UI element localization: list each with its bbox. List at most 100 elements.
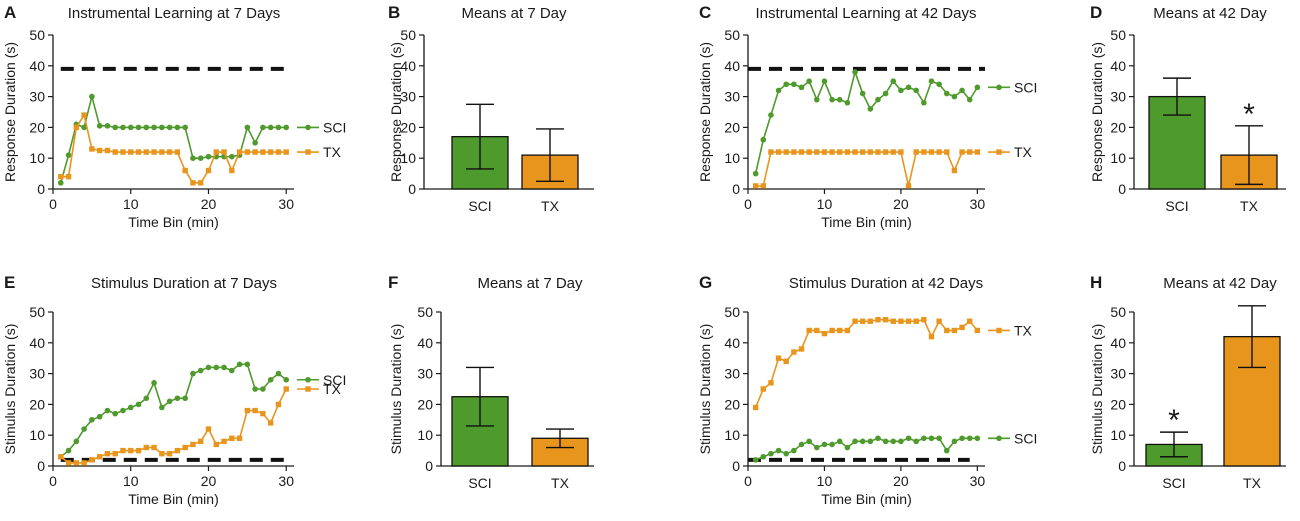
y-tick-label: 40 xyxy=(417,335,433,351)
y-tick-label: 30 xyxy=(1110,366,1126,382)
data-point-tx xyxy=(283,149,289,155)
data-point-sci xyxy=(913,87,919,94)
data-point-tx xyxy=(951,167,958,174)
data-point-sci xyxy=(859,90,866,97)
x-tick-label: 0 xyxy=(49,196,57,212)
panel-title: Means at 42 Day xyxy=(1163,275,1277,292)
y-tick-label: 10 xyxy=(417,427,433,443)
data-point-sci xyxy=(89,417,95,423)
data-point-sci xyxy=(283,124,290,131)
data-point-tx xyxy=(151,444,157,451)
data-point-sci xyxy=(96,123,103,129)
data-point-tx xyxy=(267,149,274,155)
data-point-tx xyxy=(151,149,157,155)
x-tick-label: 0 xyxy=(49,473,57,489)
data-point-tx xyxy=(135,447,142,454)
data-point-tx xyxy=(104,450,111,457)
data-point-sci xyxy=(882,438,889,445)
data-point-tx xyxy=(112,450,118,457)
y-tick-label: 30 xyxy=(29,89,45,105)
data-point-sci xyxy=(65,152,72,158)
y-tick-label: 20 xyxy=(1110,396,1126,412)
panel-c: C Instrumental Learning at 42 Days 0 10 20 30… xyxy=(697,3,1037,230)
data-point-sci xyxy=(798,441,805,448)
data-point-tx xyxy=(882,317,889,323)
data-point-sci xyxy=(959,87,965,94)
data-point-sci xyxy=(252,140,258,146)
data-point-sci xyxy=(120,124,126,131)
y-tick-label: 30 xyxy=(400,89,416,105)
data-point-tx xyxy=(229,167,235,174)
data-point-tx xyxy=(260,149,266,155)
data-point-sci xyxy=(127,404,134,411)
x-tick-label: 10 xyxy=(123,473,139,489)
legend-marker-tx xyxy=(996,149,1002,155)
y-tick-label: 10 xyxy=(29,427,45,443)
y-tick-label: 30 xyxy=(29,366,45,382)
data-point-tx xyxy=(890,149,896,155)
data-point-sci xyxy=(182,124,188,131)
x-tick-label: 10 xyxy=(817,196,833,212)
data-point-sci xyxy=(959,435,965,442)
data-point-tx xyxy=(159,149,165,155)
data-point-sci xyxy=(283,376,290,383)
data-point-sci xyxy=(852,438,858,445)
data-point-sci xyxy=(890,78,897,84)
data-point-sci xyxy=(252,386,258,392)
data-point-sci xyxy=(867,106,874,112)
data-point-sci xyxy=(96,413,103,420)
data-point-tx xyxy=(944,327,950,334)
panel-title: Instrumental Learning at 42 Days xyxy=(756,5,977,22)
x-tick-label: 30 xyxy=(970,196,986,212)
data-point-sci xyxy=(836,438,843,445)
data-point-sci xyxy=(898,87,904,94)
data-point-tx xyxy=(73,460,80,466)
data-point-tx xyxy=(190,441,196,448)
legend-label-tx: TX xyxy=(1014,144,1033,160)
data-point-sci xyxy=(852,69,858,75)
data-point-sci xyxy=(905,84,912,91)
data-point-tx xyxy=(921,149,927,155)
data-point-tx xyxy=(752,404,759,411)
y-axis-label: Response Duration (s) xyxy=(1089,42,1105,182)
data-point-tx xyxy=(198,180,204,186)
data-point-sci xyxy=(768,112,774,118)
data-point-tx xyxy=(867,149,874,155)
data-point-sci xyxy=(867,438,874,445)
data-point-tx xyxy=(128,149,134,155)
x-axis-label: Time Bin (min) xyxy=(821,491,912,507)
y-tick-label: 0 xyxy=(37,458,45,474)
data-point-tx xyxy=(182,444,188,451)
data-point-tx xyxy=(814,327,820,334)
data-point-tx xyxy=(967,318,973,324)
y-axis-label: Stimulus Duration (s) xyxy=(2,324,18,455)
y-tick-label: 40 xyxy=(29,58,45,74)
y-tick-label: 0 xyxy=(732,181,740,197)
data-point-sci xyxy=(275,124,282,131)
y-axis-label: Stimulus Duration (s) xyxy=(1089,324,1105,455)
x-tick-label: 0 xyxy=(744,473,752,489)
data-point-tx xyxy=(913,149,919,155)
y-tick-label: 10 xyxy=(1110,150,1126,166)
data-point-sci xyxy=(260,386,266,392)
data-point-tx xyxy=(190,180,196,186)
data-point-sci xyxy=(936,435,942,442)
y-tick-label: 20 xyxy=(417,396,433,412)
data-point-tx xyxy=(205,426,212,432)
data-point-sci xyxy=(760,453,767,460)
y-tick-label: 40 xyxy=(724,335,740,351)
data-point-sci xyxy=(73,438,80,445)
y-tick-label: 0 xyxy=(1118,181,1126,197)
data-point-tx xyxy=(73,124,80,131)
data-point-sci xyxy=(752,170,759,177)
data-point-tx xyxy=(135,149,142,155)
data-point-sci xyxy=(135,124,142,131)
y-tick-label: 10 xyxy=(724,427,740,443)
data-point-tx xyxy=(768,149,774,155)
data-point-tx xyxy=(760,183,766,189)
data-point-sci xyxy=(859,438,866,445)
data-point-tx xyxy=(798,149,805,155)
data-point-sci xyxy=(89,93,95,100)
data-point-sci xyxy=(760,136,767,143)
